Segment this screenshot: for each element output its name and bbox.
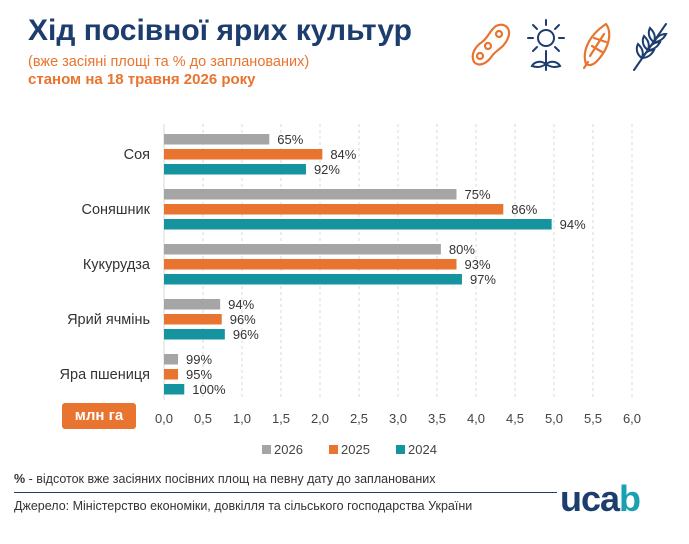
data-label: 99%	[186, 352, 212, 367]
bar-2026	[164, 189, 457, 200]
data-label: 80%	[449, 242, 475, 257]
x-tick-label: 3,0	[389, 411, 407, 426]
bar-2024	[164, 274, 462, 285]
bar-2024	[164, 164, 306, 175]
x-tick-label: 5,0	[545, 411, 563, 426]
chart-x-ticks: 0,0 0,5 1,0 1,5 2,0 2,5 3,0 3,5 4,0 4,5 5,0 5,5 6,0	[155, 411, 641, 426]
legend-swatch-2026	[262, 445, 271, 454]
wheat-icon	[633, 23, 668, 71]
bar-2024	[164, 329, 225, 340]
page-subtitle: (вже засіяні площі та % до запланованих)	[28, 54, 310, 70]
soybean-icon	[471, 23, 511, 66]
x-tick-label: 3,5	[428, 411, 446, 426]
bar-2025	[164, 314, 222, 325]
bar-2026	[164, 134, 270, 145]
corn-icon	[582, 22, 611, 70]
source-text: Джерело: Міністерство економіки, довкілл…	[14, 499, 473, 513]
data-label: 100%	[192, 382, 226, 397]
x-tick-label: 1,0	[233, 411, 251, 426]
data-label: 75%	[465, 187, 491, 202]
x-tick-label: 5,5	[584, 411, 602, 426]
data-label: 96%	[230, 312, 256, 327]
category-label: Соя	[124, 147, 150, 163]
date-label: станом на 18 травня 2026 року	[28, 71, 256, 88]
logo-text-a: uca	[560, 478, 620, 519]
bar-chart: 65%84%92%75%86%94%80%93%97%94%96%96%99%9…	[60, 124, 641, 457]
category-label: Ярий ячмінь	[67, 312, 150, 328]
x-tick-label: 1,5	[272, 411, 290, 426]
bar-2025	[164, 369, 179, 380]
data-label: 86%	[511, 202, 537, 217]
bar-2024	[164, 384, 185, 395]
legend-swatch-2025	[329, 445, 338, 454]
legend-label: 2025	[341, 442, 370, 457]
legend-label: 2026	[274, 442, 303, 457]
x-tick-label: 4,0	[467, 411, 485, 426]
category-label: Соняшник	[82, 202, 151, 218]
x-tick-label: 2,0	[311, 411, 329, 426]
data-label: 95%	[186, 367, 212, 382]
data-label: 65%	[277, 132, 303, 147]
data-label: 94%	[560, 217, 586, 232]
bar-2026	[164, 354, 179, 365]
page-title: Хід посівної ярих культур	[28, 14, 412, 47]
bar-2024	[164, 219, 552, 230]
data-label: 84%	[330, 147, 356, 162]
sunflower-icon	[527, 19, 565, 71]
legend-swatch-2024	[396, 445, 405, 454]
footnote-symbol: %	[14, 472, 26, 486]
footnote: % - відсоток вже засіяних посівних площ …	[14, 472, 436, 486]
data-label: 96%	[233, 327, 259, 342]
chart-categories: Соя Соняшник Кукурудза Ярий ячмінь Яра пшени…	[60, 147, 151, 383]
bar-2025	[164, 149, 323, 160]
logo-text-b: b	[619, 478, 641, 519]
x-tick-label: 4,5	[506, 411, 524, 426]
bar-2026	[164, 299, 221, 310]
x-tick-label: 0,5	[194, 411, 212, 426]
x-tick-label: 0,0	[155, 411, 173, 426]
chart-legend: 2026 2025 2024	[262, 442, 437, 457]
data-label: 94%	[228, 297, 254, 312]
data-label: 93%	[465, 257, 491, 272]
unit-badge: млн га	[62, 403, 136, 429]
chart-bars: 65%84%92%75%86%94%80%93%97%94%96%96%99%9…	[164, 132, 586, 397]
bar-2025	[164, 204, 504, 215]
crop-icons	[471, 19, 668, 71]
bar-2026	[164, 244, 441, 255]
footnote-text: - відсоток вже засіяних посівних площ на…	[25, 472, 436, 486]
data-label: 92%	[314, 162, 340, 177]
ucab-logo: ucab	[560, 478, 641, 520]
category-label: Кукурудза	[83, 257, 151, 273]
data-label: 97%	[470, 272, 496, 287]
category-label: Яра пшениця	[60, 367, 150, 383]
divider	[14, 492, 557, 493]
x-tick-label: 6,0	[623, 411, 641, 426]
bar-2025	[164, 259, 457, 270]
x-tick-label: 2,5	[350, 411, 368, 426]
legend-label: 2024	[408, 442, 437, 457]
